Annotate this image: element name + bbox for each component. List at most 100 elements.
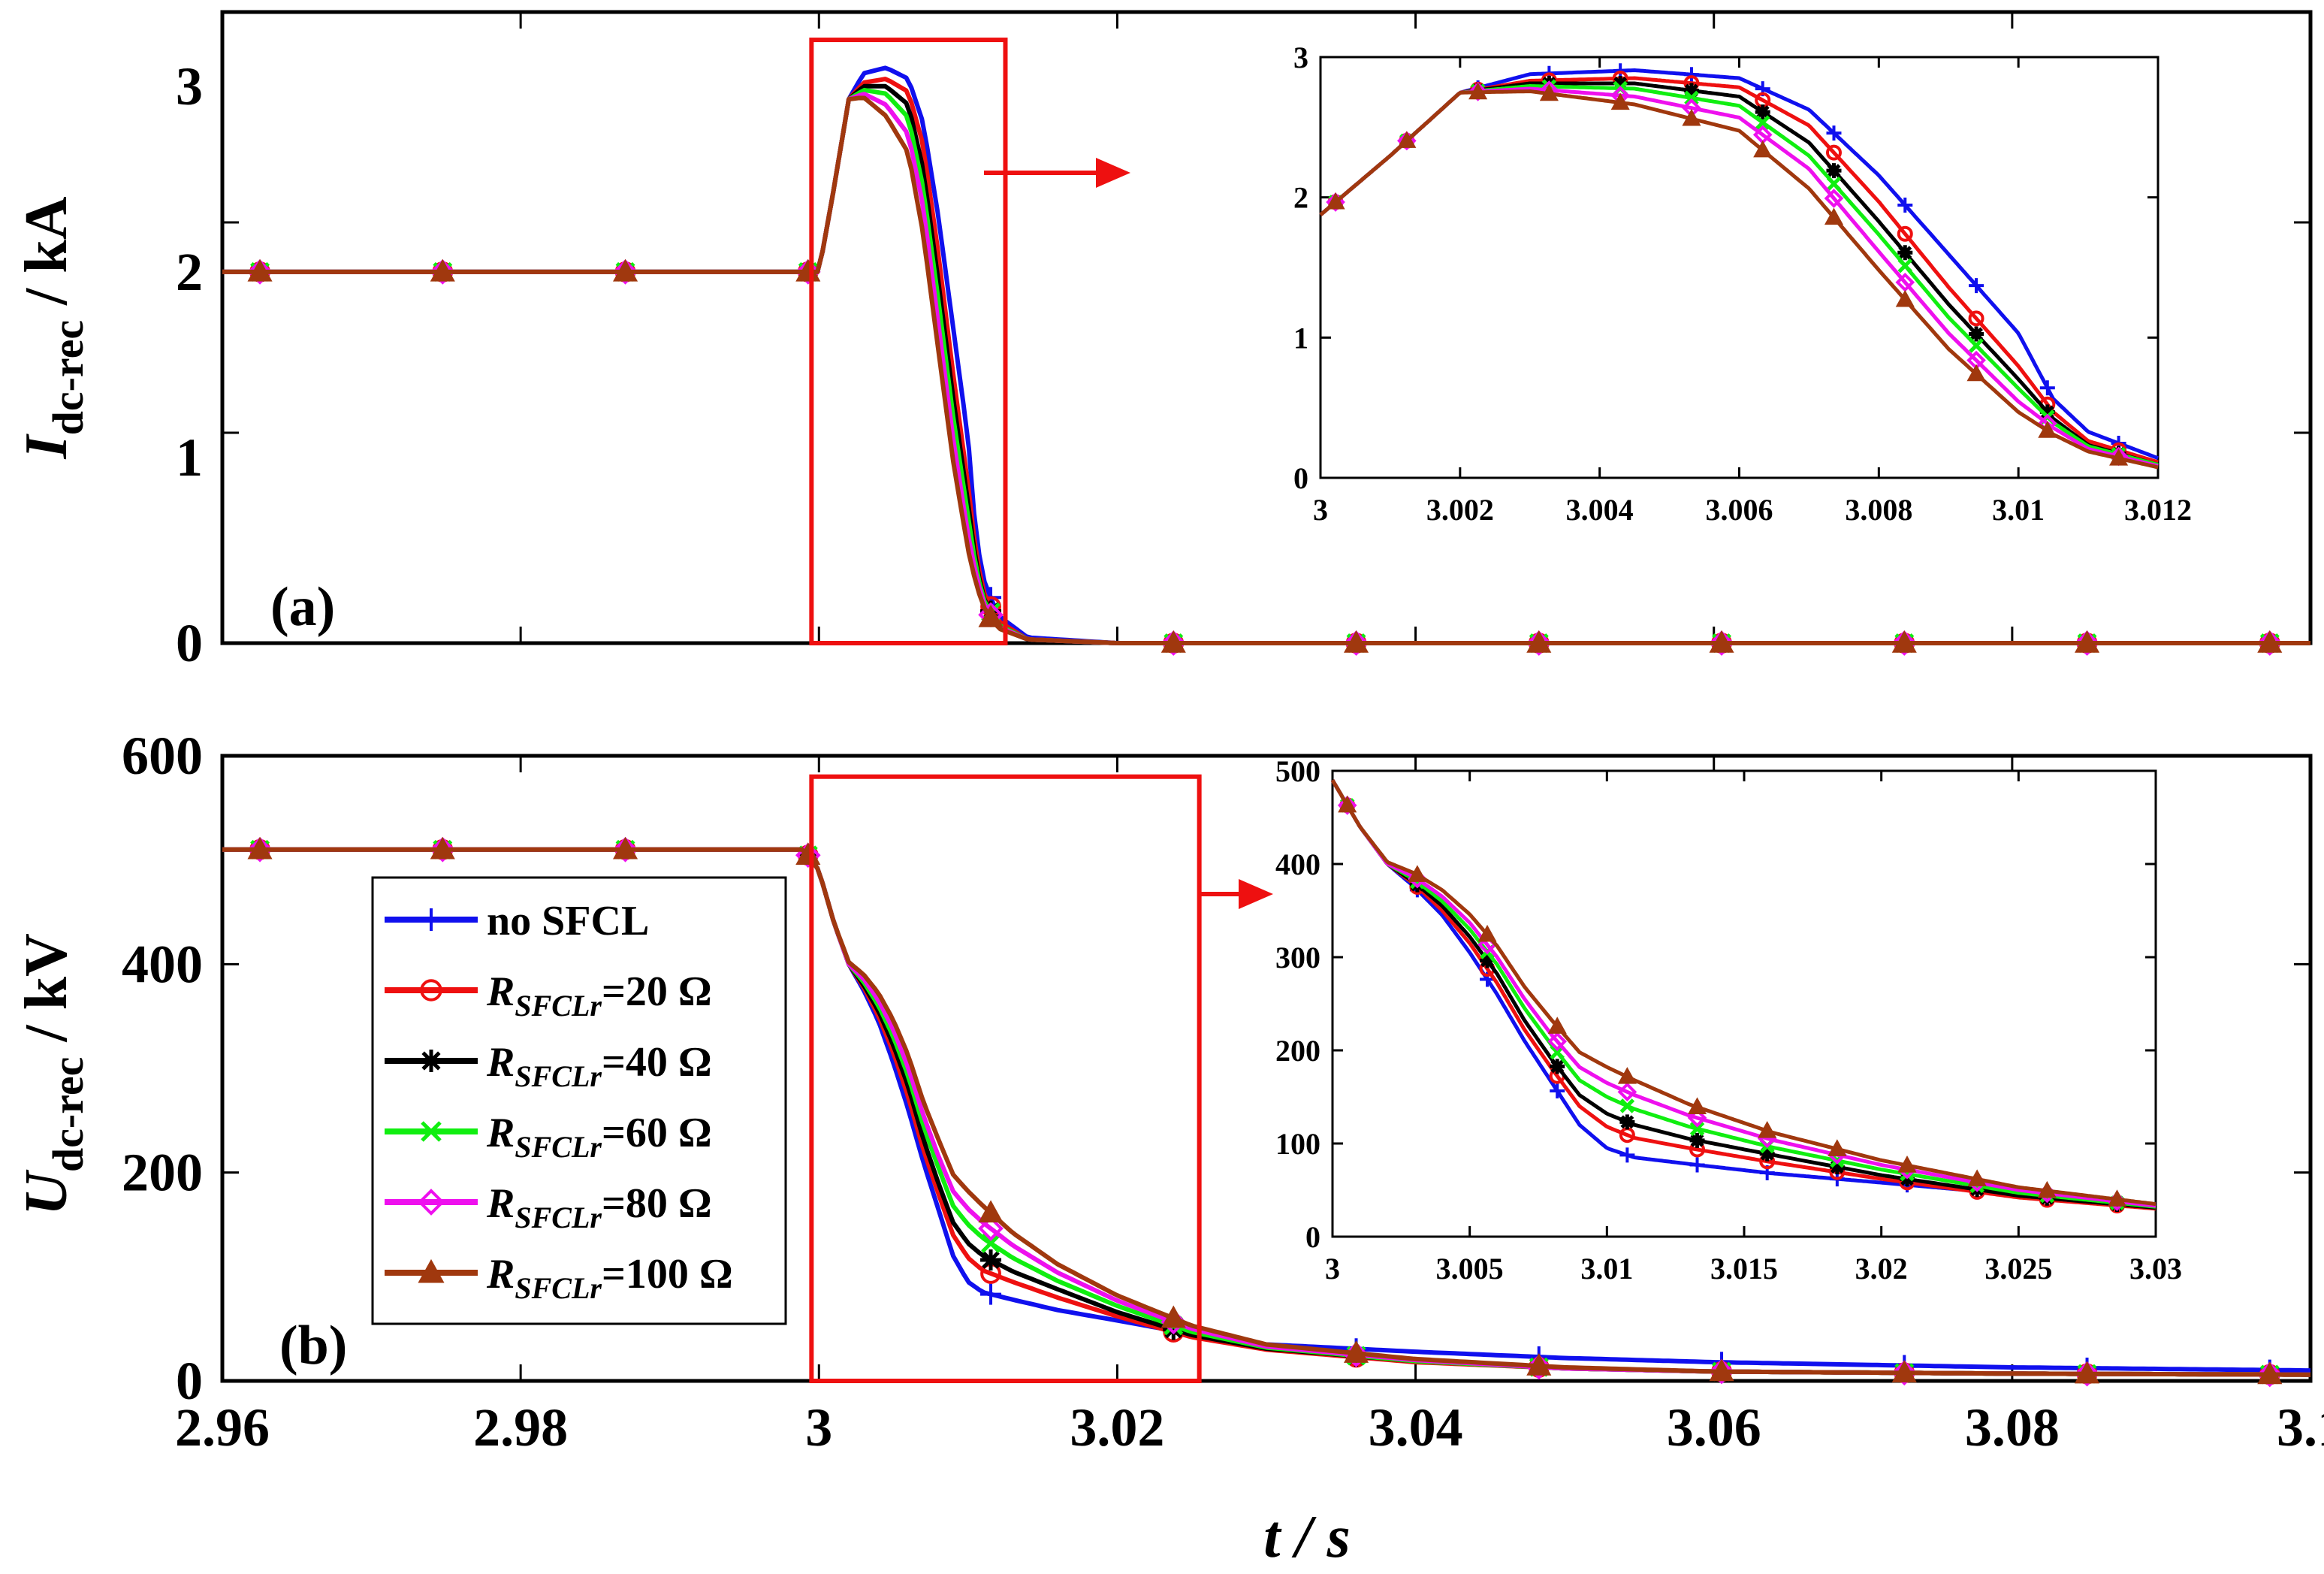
panel-a-ytick-label: 2 xyxy=(176,242,203,302)
panel-b-series-r100-marker xyxy=(1891,1360,1917,1382)
legend-label: RSFCLr=40 Ω xyxy=(486,1039,712,1093)
panel-a-inset-series-r20-marker xyxy=(1897,225,1913,242)
panel-b-series-r80-marker xyxy=(430,836,456,863)
panel-b-inset-xtick-label: 3.025 xyxy=(1984,1252,2052,1285)
panel-b-series-r80-marker xyxy=(1709,1358,1734,1385)
legend-swatch-marker xyxy=(420,979,442,1001)
panel-b-inset-xtick-label: 3.01 xyxy=(1580,1252,1633,1285)
panel-b-inset-series-r100-marker xyxy=(1967,1169,1987,1186)
panel-a-inset-series-r60-marker xyxy=(1969,338,1984,353)
panel-b-inset-series-r80-marker xyxy=(1687,1108,1707,1128)
panel-a-inset-series-r40-marker xyxy=(2039,404,2055,420)
panel-a-inset-ytick-label: 3 xyxy=(1293,41,1308,74)
panel-b-series-r80-marker xyxy=(978,1216,1004,1241)
panel-a-inset-series-r100-marker xyxy=(1682,108,1701,126)
panel-a-series-r100-marker xyxy=(2257,630,2283,653)
panel-a-inset-series-no_sfcl-marker xyxy=(1826,125,1842,141)
panel-a-series-r80-marker xyxy=(1891,630,1918,656)
panel-b-inset-ytick-label: 300 xyxy=(1275,941,1320,974)
panel-b-inset-series-r60-line xyxy=(1330,779,2156,1209)
panel-a-inset-ytick-label: 0 xyxy=(1293,461,1308,495)
panel-a-inset-series-r100-marker xyxy=(1895,289,1915,307)
panel-a-inset-series-r20-marker xyxy=(1825,144,1842,161)
panel-b-inset-xtick-label: 3.005 xyxy=(1436,1252,1504,1285)
panel-a-series-r80-marker xyxy=(2074,630,2100,656)
panel-a-inset-series-r40-marker xyxy=(1897,245,1913,261)
legend-swatch-marker xyxy=(418,1189,445,1216)
panel-b-series-r100-marker xyxy=(1526,1352,1552,1376)
panel-a-series-r80-marker xyxy=(795,259,821,285)
x-axis-label: t / s xyxy=(1263,1504,1351,1570)
panel-a-series-r100-marker xyxy=(1526,630,1552,653)
panel-b-inset-series-r80-marker xyxy=(1337,796,1357,815)
legend-item-r80: RSFCLr=80 Ω xyxy=(385,1180,712,1234)
panel-a-zoom-box xyxy=(809,38,1008,645)
panel-a-series xyxy=(222,65,2310,656)
panel-a-inset-series-r40-marker xyxy=(1969,326,1984,342)
panel-a-inset-series-r100-marker xyxy=(1753,140,1773,158)
panel-b-ytick-label: 600 xyxy=(122,726,203,786)
panel-b-xtick-label: 3.04 xyxy=(1369,1397,1463,1458)
panel-b-xtick-label: 3.08 xyxy=(1965,1397,2060,1458)
panel-b-xtick-label: 3.02 xyxy=(1070,1397,1164,1458)
panel-b-inset-series-r100-marker xyxy=(1547,1017,1567,1034)
panel-b-inset-series-r100-marker xyxy=(1687,1097,1707,1115)
panel-a-inset-series-r40-marker xyxy=(1683,83,1699,98)
panel-b-series-r80-marker xyxy=(247,836,273,863)
panel-b-inset-frame xyxy=(1331,769,2157,1238)
panel-b-series-no_sfcl-marker xyxy=(980,1283,1002,1305)
panel-b-inset: 0 100 200 300 400 500 3 3.005 3.01 3.015 3.02 3.025… xyxy=(1275,754,2182,1285)
panel-a-inset-series-r100-marker xyxy=(1966,364,1986,382)
panel-b-inset-xtick-label: 3.03 xyxy=(2129,1252,2182,1285)
panel-a-inset-series-r60-marker xyxy=(1897,258,1913,273)
panel-a-ytick-labels: 0 1 2 3 xyxy=(176,56,203,673)
legend-label: RSFCLr=100 Ω xyxy=(486,1251,733,1305)
panel-b-inset-series-r100-line xyxy=(1330,779,2156,1207)
panel-b-series-r60-marker xyxy=(981,1233,1001,1253)
panel-a-inset-series-r100-marker xyxy=(1326,192,1345,210)
panel-a-inset-frame xyxy=(1319,56,2160,479)
panel-b-inset-series-r40-marker xyxy=(1550,1059,1565,1074)
legend-item-r60: RSFCLr=60 Ω xyxy=(385,1110,712,1164)
panel-b-label: (b) xyxy=(279,1315,347,1376)
panel-a-inset-series-r60-marker xyxy=(1826,176,1842,192)
panel-a-inset-ytick-label: 1 xyxy=(1293,321,1308,355)
panel-b-ytick-labels: 0 200 400 600 xyxy=(122,726,203,1411)
panel-b-xtick-labels: 2.96 2.98 3 3.02 3.04 3.06 3.08 3.1 xyxy=(175,1397,2324,1458)
panel-a-inset: 0 1 2 3 3 3.002 3.004 3.006 3.008 3.01 3.012 xyxy=(1293,41,2192,527)
panel-b-axes-frame xyxy=(220,754,2313,1383)
panel-b-inset-series-r100-marker xyxy=(1408,865,1427,882)
panel-a-ylabel: Idc-rec / kA xyxy=(14,196,92,459)
panel-b-series-r100-marker xyxy=(2257,1361,2283,1385)
panel-b-inset-ytick-label: 100 xyxy=(1275,1127,1320,1161)
panel-b-series-r80-marker xyxy=(2256,1361,2283,1388)
panel-a-series-r100-marker xyxy=(247,258,273,282)
panel-a-series-r80-marker xyxy=(1709,630,1734,656)
panel-a-inset-series-no_sfcl-marker xyxy=(1683,67,1699,83)
panel-b-series xyxy=(222,836,2310,1388)
panel-a-inset-series-r20-marker xyxy=(1968,310,1984,327)
panel-a-series-r100-marker xyxy=(1709,630,1734,653)
panel-b-series-r100-marker xyxy=(430,836,455,860)
panel-b-zoom-box xyxy=(809,774,1202,1383)
legend-swatch-marker xyxy=(418,1258,445,1283)
panel-a-inset-series-r100-marker xyxy=(1397,131,1417,148)
panel-b-ytick-label: 200 xyxy=(122,1143,203,1203)
panel-b-series-r80-marker xyxy=(612,836,638,863)
panel-b-inset-xtick-label: 3.015 xyxy=(1710,1252,1778,1285)
panel-a-inset-series-r100-marker xyxy=(1468,82,1488,100)
panel-a-label: (a) xyxy=(270,576,335,638)
panel-a-inset-series-r80-marker xyxy=(1895,272,1915,292)
panel-a-inset-series-r40-marker xyxy=(1613,76,1628,91)
legend-box xyxy=(371,876,787,1325)
panel-b-xtick-label: 3.06 xyxy=(1667,1397,1761,1458)
panel-a-ytick-label: 3 xyxy=(176,56,203,116)
panel-a-series-r80-marker xyxy=(1526,630,1552,656)
panel-a-series-r100-marker xyxy=(430,258,455,282)
panel-a-inset-series-no_sfcl-marker xyxy=(1897,197,1913,213)
legend-item-r40: RSFCLr=40 Ω xyxy=(385,1039,712,1093)
panel-a-inset-series-r100-marker xyxy=(1824,207,1844,225)
panel-b-inset-xtick-label: 3.02 xyxy=(1855,1252,1908,1285)
